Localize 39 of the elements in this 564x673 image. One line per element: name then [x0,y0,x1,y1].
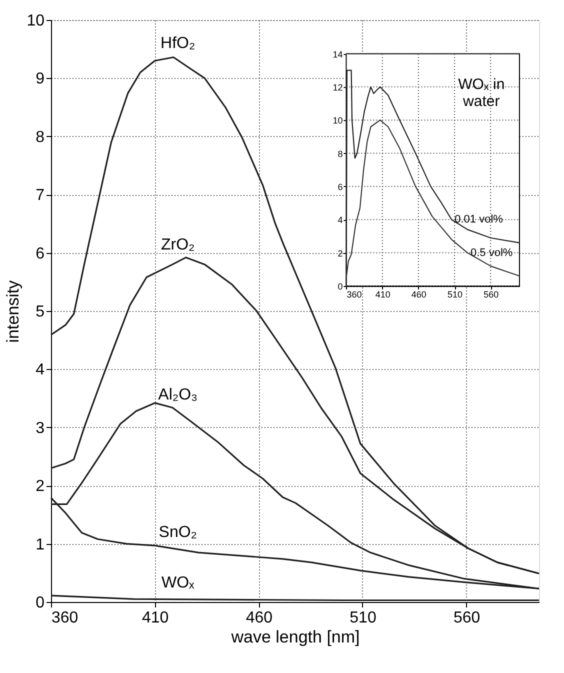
series-label: Al₂O₃ [158,386,198,404]
x-tick-label: 410 [142,610,169,626]
x-tick-label: 460 [246,610,273,626]
annotation: 0.01 vol% [454,214,504,226]
x-tick-label: 410 [375,289,390,300]
y-tick-label: 0 [338,281,343,292]
x-tick-label: 460 [411,289,426,300]
y-tick-label: 4 [36,362,45,379]
x-tick-label: 560 [484,289,499,300]
annotation: 0.5 vol% [470,246,513,259]
series-label: SnO₂ [158,524,197,542]
y-tick-label: 12 [332,82,343,92]
y-tick-label: 5 [36,304,45,320]
y-tick-label: 0 [36,594,45,612]
y-axis-title: intensity [4,280,23,343]
series-label: ZrO₂ [160,236,195,254]
y-tick-label: 10 [332,116,343,126]
x-tick-label: 360 [52,610,78,626]
x-tick-label: 560 [453,610,480,626]
y-tick-label: 6 [338,182,343,192]
y-tick-label: 6 [36,245,45,262]
y-tick-label: 9 [36,70,45,88]
y-tick-label: 3 [36,420,45,437]
y-tick-label: 10 [26,12,45,30]
series-label: WOₓ [161,574,196,592]
y-tick-label: 8 [36,128,45,146]
y-tick-label: 7 [36,187,45,204]
y-tick-label: 2 [36,478,45,496]
series-label: HfO₂ [160,35,196,52]
x-tick-label: 360 [346,289,362,300]
y-tick-label: 14 [332,49,343,60]
text: WOₓ in water [458,76,505,110]
y-tick-label: 1 [36,536,45,554]
x-tick-label: 510 [350,610,376,626]
y-tick-label: 8 [338,148,343,159]
x-tick-label: 510 [448,289,463,300]
y-tick-label: 4 [338,215,343,226]
x-axis-title: wave length [nm] [230,628,360,646]
y-tick-label: 2 [338,248,343,258]
